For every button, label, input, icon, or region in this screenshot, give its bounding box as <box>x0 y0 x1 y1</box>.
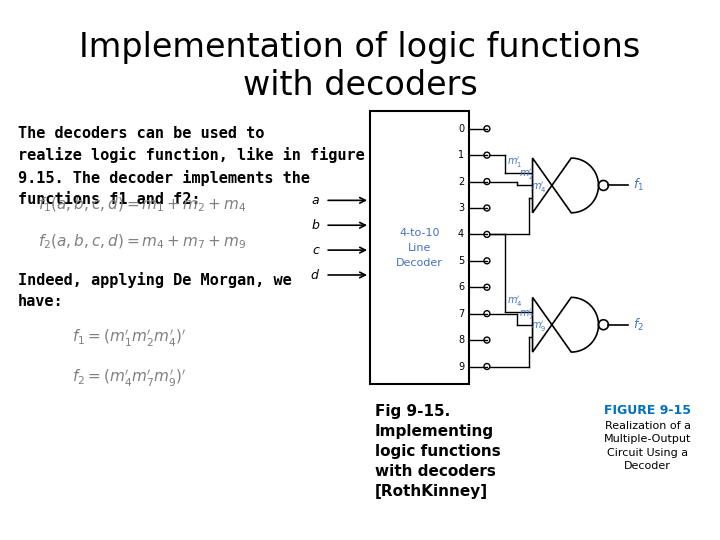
Text: 3: 3 <box>458 203 464 213</box>
Bar <box>370 111 469 384</box>
Text: Decoder: Decoder <box>396 258 443 267</box>
Text: $m_9'$: $m_9'$ <box>531 319 546 334</box>
Text: 2: 2 <box>458 177 464 186</box>
Text: 6: 6 <box>458 282 464 292</box>
Text: 9: 9 <box>458 361 464 372</box>
Text: $m_4'$: $m_4'$ <box>531 180 546 195</box>
Text: $b$: $b$ <box>311 218 320 232</box>
Text: $c$: $c$ <box>312 244 320 256</box>
Text: $f_1(a, b, c, d) = m_1 + m_2 + m_4$: $f_1(a, b, c, d) = m_1 + m_2 + m_4$ <box>37 195 246 214</box>
Polygon shape <box>533 298 598 352</box>
Text: 4-to-10: 4-to-10 <box>400 228 440 238</box>
Text: $d$: $d$ <box>310 268 320 282</box>
Text: $m_1'$: $m_1'$ <box>507 156 522 170</box>
Text: $f_1$: $f_1$ <box>633 177 644 193</box>
Text: Indeed, applying De Morgan, we
have:: Indeed, applying De Morgan, we have: <box>18 272 292 309</box>
Text: $f_1 = (m_1^{\prime}m_2^{\prime}m_4^{\prime})^{\prime}$: $f_1 = (m_1^{\prime}m_2^{\prime}m_4^{\pr… <box>73 328 187 349</box>
Text: $m_4'$: $m_4'$ <box>507 295 522 309</box>
Text: $a$: $a$ <box>312 194 320 207</box>
Text: FIGURE 9-15: FIGURE 9-15 <box>604 404 691 417</box>
Text: 5: 5 <box>458 256 464 266</box>
Text: $f_2$: $f_2$ <box>633 316 644 333</box>
Text: 0: 0 <box>458 124 464 134</box>
Text: $f_2(a, b, c, d) = m_4 + m_7 + m_9$: $f_2(a, b, c, d) = m_4 + m_7 + m_9$ <box>37 232 246 251</box>
Text: $f_2 = (m_4^{\prime}m_7^{\prime}m_9^{\prime})^{\prime}$: $f_2 = (m_4^{\prime}m_7^{\prime}m_9^{\pr… <box>73 368 187 389</box>
Text: Line: Line <box>408 242 431 253</box>
Text: 1: 1 <box>458 150 464 160</box>
Text: 4: 4 <box>458 230 464 239</box>
Text: 7: 7 <box>458 309 464 319</box>
Text: Realization of a
Multiple-Output
Circuit Using a
Decoder: Realization of a Multiple-Output Circuit… <box>604 421 691 471</box>
Text: $m_7'$: $m_7'$ <box>518 307 534 322</box>
Text: Fig 9-15.
Implementing
logic functions
with decoders
[RothKinney]: Fig 9-15. Implementing logic functions w… <box>375 404 500 498</box>
Polygon shape <box>533 158 598 213</box>
Text: $m_2'$: $m_2'$ <box>518 168 534 183</box>
Text: 8: 8 <box>458 335 464 345</box>
Text: The decoders can be used to
realize logic function, like in figure
9.15. The dec: The decoders can be used to realize logi… <box>18 126 364 207</box>
Text: Implementation of logic functions
with decoders: Implementation of logic functions with d… <box>79 31 641 103</box>
